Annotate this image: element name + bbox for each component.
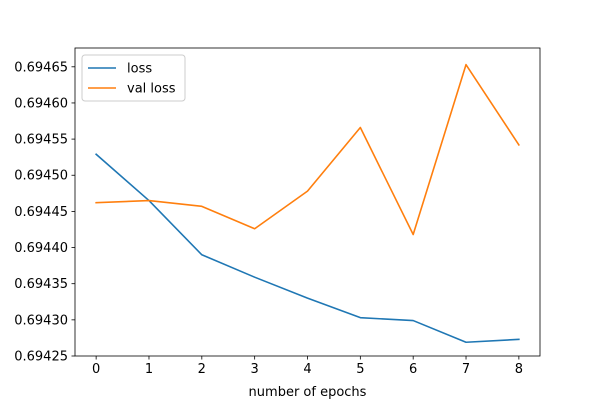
y-tick-label: 0.69435 — [14, 277, 68, 292]
x-tick-label: 0 — [92, 362, 100, 377]
x-tick-label: 6 — [409, 362, 417, 377]
x-tick-label: 8 — [515, 362, 523, 377]
x-tick-label: 2 — [198, 362, 206, 377]
x-axis-label: number of epochs — [249, 385, 367, 400]
y-tick-label: 0.69440 — [14, 241, 68, 256]
x-tick-label: 5 — [356, 362, 364, 377]
y-tick-label: 0.69445 — [14, 205, 68, 220]
y-tick-label: 0.69450 — [14, 169, 68, 184]
series-line-val-loss — [95, 63, 520, 236]
series-line-loss — [95, 153, 520, 344]
x-tick-label: 4 — [303, 362, 311, 377]
x-tick-label: 1 — [145, 362, 153, 377]
x-tick-label: 3 — [251, 362, 259, 377]
legend-box — [81, 54, 186, 102]
y-tick-label: 0.69465 — [14, 60, 68, 75]
plot-area — [95, 63, 520, 344]
legend-label-val-loss: val loss — [127, 82, 176, 97]
x-tick-label: 7 — [462, 362, 470, 377]
y-tick-label: 0.69460 — [14, 96, 68, 111]
y-tick-label: 0.69455 — [14, 133, 68, 148]
y-tick-label: 0.69425 — [14, 350, 68, 365]
axes: 0 1 2 3 4 5 6 7 8 0.69425 0.69430 0.69435 0.69440 0.6… — [14, 47, 541, 377]
legend: loss val loss — [81, 54, 186, 102]
legend-label-loss: loss — [127, 62, 152, 77]
y-tick-label: 0.69430 — [14, 313, 68, 328]
